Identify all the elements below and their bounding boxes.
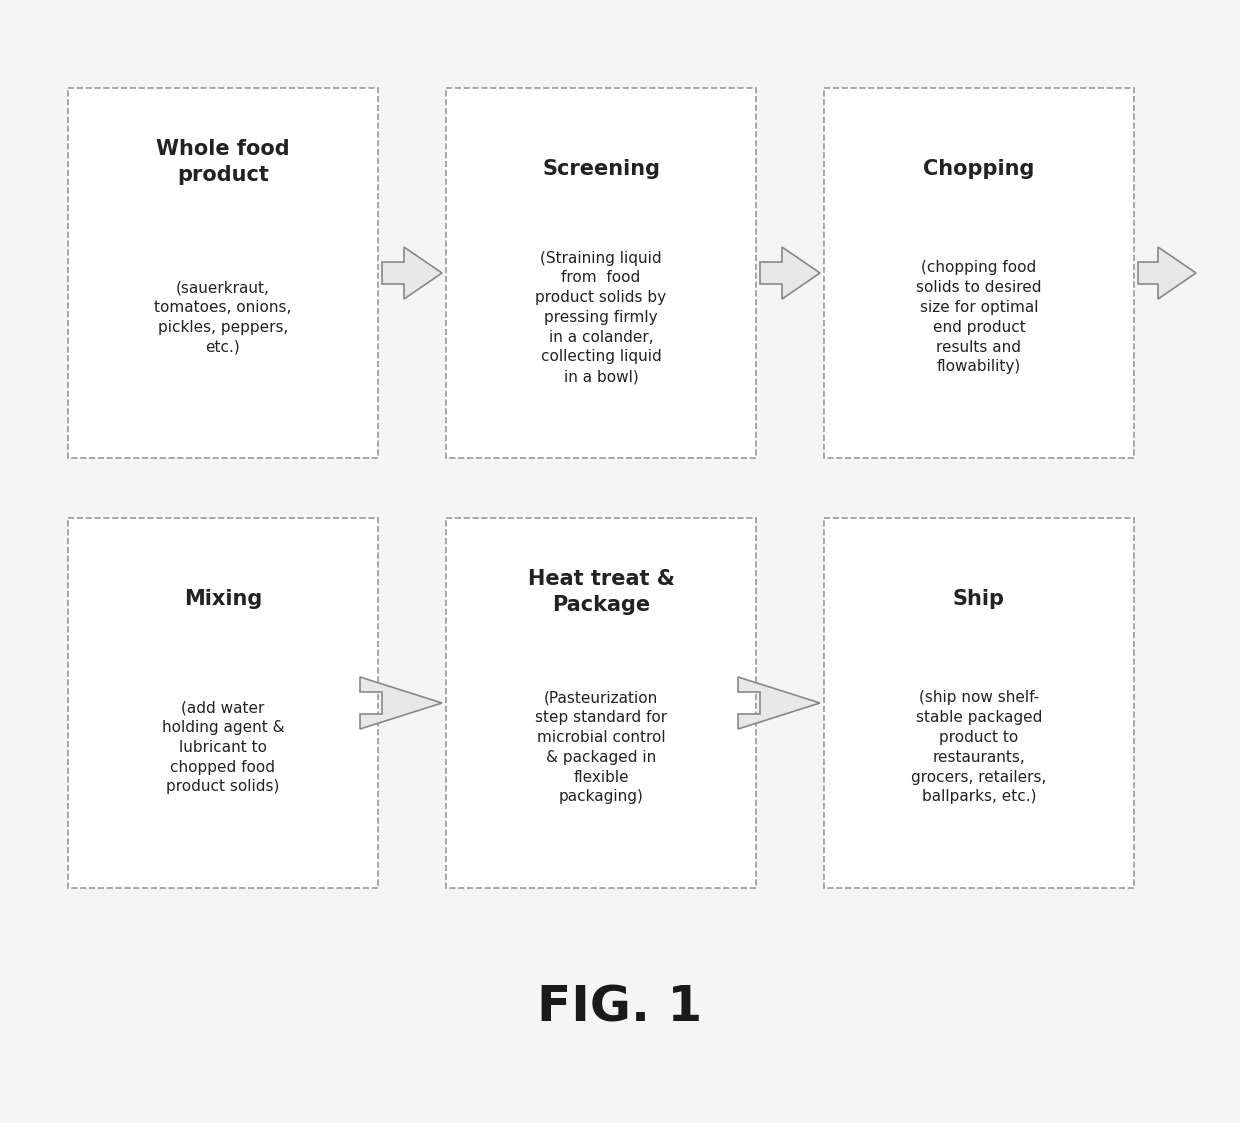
Polygon shape <box>382 247 441 299</box>
Text: (Pasteurization
step standard for
microbial control
& packaged in
flexible
packa: (Pasteurization step standard for microb… <box>534 691 667 804</box>
Text: Whole food
product: Whole food product <box>156 139 290 185</box>
Text: (Straining liquid
from  food
product solids by
pressing firmly
in a colander,
co: (Straining liquid from food product soli… <box>536 250 667 384</box>
Text: (add water
holding agent &
lubricant to
chopped food
product solids): (add water holding agent & lubricant to … <box>161 701 284 794</box>
Text: Screening: Screening <box>542 159 660 180</box>
Bar <box>825 518 1135 888</box>
Text: Ship: Ship <box>954 590 1004 610</box>
Text: (ship now shelf-
stable packaged
product to
restaurants,
grocers, retailers,
bal: (ship now shelf- stable packaged product… <box>911 691 1047 804</box>
Bar <box>825 88 1135 458</box>
Bar <box>446 518 756 888</box>
Polygon shape <box>760 247 820 299</box>
Polygon shape <box>360 677 441 729</box>
Text: (sauerkraut,
tomatoes, onions,
pickles, peppers,
etc.): (sauerkraut, tomatoes, onions, pickles, … <box>154 281 291 355</box>
Text: FIG. 1: FIG. 1 <box>537 984 703 1032</box>
Bar <box>446 88 756 458</box>
Text: Mixing: Mixing <box>184 590 262 610</box>
Polygon shape <box>738 677 820 729</box>
Bar <box>68 518 378 888</box>
Polygon shape <box>1138 247 1197 299</box>
Bar <box>68 88 378 458</box>
Text: Chopping: Chopping <box>924 159 1034 180</box>
Text: (chopping food
solids to desired
size for optimal
end product
results and
flowab: (chopping food solids to desired size fo… <box>916 261 1042 374</box>
Text: Heat treat &
Package: Heat treat & Package <box>527 569 675 614</box>
